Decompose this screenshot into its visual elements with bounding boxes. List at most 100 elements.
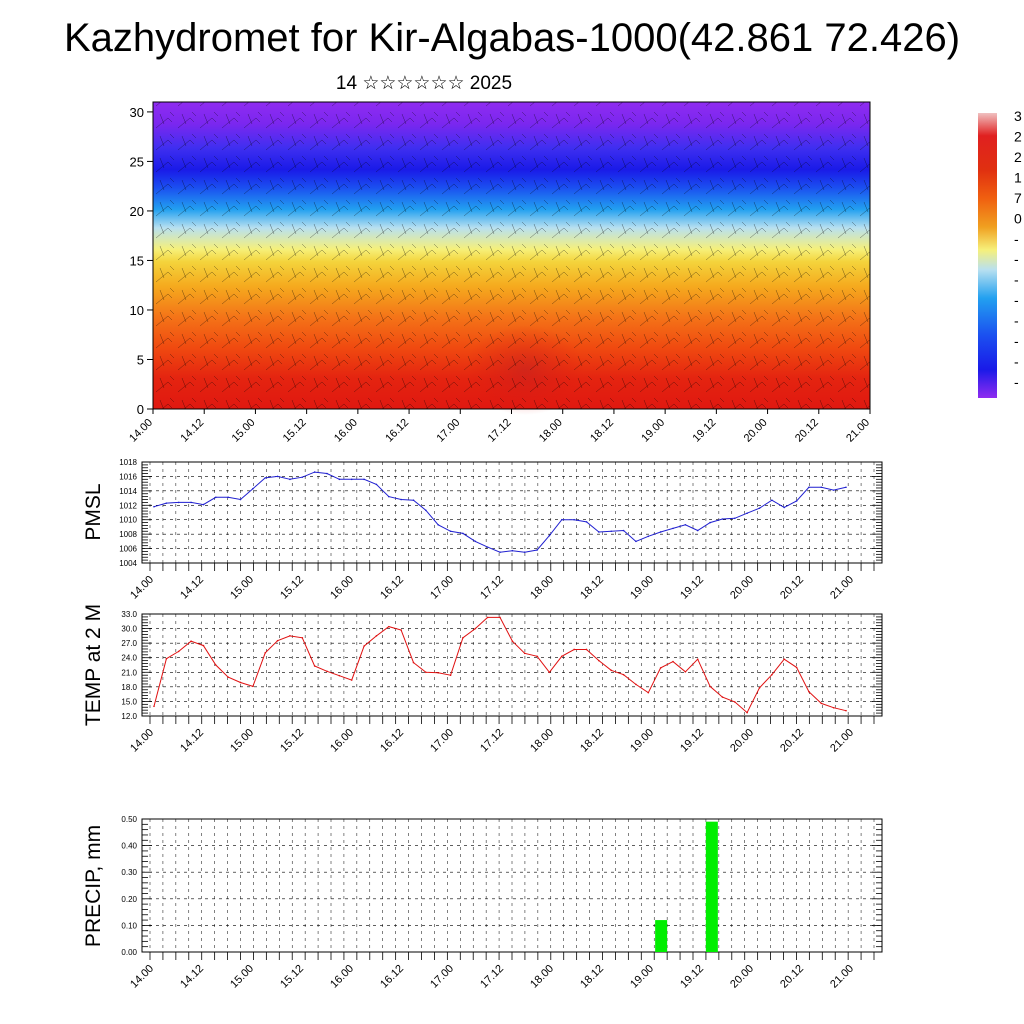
data-point: [808, 690, 810, 693]
data-point: [511, 549, 514, 552]
data-point: [721, 696, 724, 698]
data-point: [746, 711, 748, 714]
data-point: [363, 478, 365, 481]
data-point: [289, 478, 291, 481]
data-point: [264, 477, 267, 479]
panel-xtick-label: 16.12: [378, 963, 406, 991]
panel-ytick-label: 1018: [119, 458, 137, 467]
data-point: [536, 549, 538, 551]
heatmap-x-axis: 14.00 14.12 15.00 15.12 16.00 16.12 17.00 17.12…: [127, 409, 872, 445]
panel-ytick-label: 0.00: [121, 948, 137, 957]
panel-ytick-label: 1006: [119, 545, 137, 554]
panel-ytick-label: 0.20: [121, 895, 137, 904]
data-point: [338, 478, 341, 481]
data-point: [301, 476, 304, 478]
data-point: [177, 501, 180, 504]
data-point: [375, 635, 378, 637]
panel-ytick-label: 24.0: [121, 654, 137, 663]
colorbar-label: -: [1014, 272, 1019, 288]
panel-xtick-label: 20.12: [778, 963, 806, 991]
data-point: [598, 531, 600, 533]
data-point: [375, 483, 378, 486]
panel-xtick-label: 20.12: [778, 727, 806, 755]
heatmap-ytick-label: 25: [130, 154, 144, 169]
colorbar-label: 0: [1014, 210, 1022, 226]
data-point: [499, 551, 501, 553]
data-point: [227, 676, 229, 678]
panel-xtick-label: 14.12: [178, 727, 206, 755]
colorbar-label: -: [1014, 313, 1019, 329]
data-point: [832, 489, 835, 491]
heatmap-xtick-label: 16.00: [332, 417, 360, 445]
panel-xtick-label: 20.12: [778, 574, 806, 602]
data-point: [190, 501, 192, 504]
panel-xtick-label: 21.00: [828, 727, 856, 755]
panel-ytick-label: 1016: [119, 472, 137, 481]
data-point: [622, 673, 625, 676]
colorbar-label: 1: [1014, 169, 1022, 185]
data-point: [474, 627, 477, 630]
data-point: [610, 669, 613, 672]
data-point: [474, 540, 477, 543]
heatmap-xtick-label: 14.12: [178, 417, 206, 445]
data-point: [350, 478, 353, 481]
data-point: [313, 665, 316, 667]
data-point: [573, 648, 575, 651]
data-point: [449, 530, 452, 533]
data-point: [462, 532, 464, 535]
data-point: [758, 507, 761, 509]
temp-ylabel: TEMP at 2 M: [82, 604, 105, 726]
data-point: [425, 509, 427, 512]
data-point: [659, 667, 662, 669]
data-point: [400, 498, 402, 501]
colorbar-label: 3: [1014, 108, 1022, 124]
series-line: [153, 471, 847, 553]
data-point: [214, 664, 217, 666]
panel-ytick-label: 12.0: [121, 712, 137, 721]
panel-xtick-label: 14.00: [128, 963, 156, 991]
panel-xtick-label: 19.12: [678, 727, 706, 755]
data-point: [672, 527, 674, 530]
panel-xtick-label: 17.00: [428, 727, 456, 755]
data-point: [437, 671, 440, 674]
data-point: [845, 486, 847, 489]
heatmap-xtick-label: 15.12: [281, 417, 309, 445]
pmsl-chart: PMSL 1004 1006 1008 1010 1012 1014 1016 1018 14.…: [82, 458, 883, 602]
colorbar-label: 2: [1014, 128, 1022, 144]
panel-xtick-label: 17.00: [428, 963, 456, 991]
data-point: [523, 551, 526, 553]
panel-xtick-label: 18.00: [528, 727, 556, 755]
heatmap-y-axis: 0 5 10 15 20 25 30: [130, 105, 153, 417]
data-point: [585, 648, 588, 651]
data-point: [832, 706, 835, 709]
data-point: [808, 486, 810, 489]
heatmap-ytick-label: 30: [130, 105, 144, 120]
data-point: [659, 531, 662, 533]
panel-xtick-label: 15.12: [278, 727, 306, 755]
panel-xtick-label: 20.00: [728, 963, 756, 991]
data-point: [239, 681, 242, 684]
data-point: [771, 499, 773, 502]
colorbar-label: -: [1014, 251, 1019, 267]
data-point: [746, 512, 748, 515]
data-point: [548, 534, 551, 537]
data-point: [758, 687, 761, 689]
panel-ytick-label: 0.30: [121, 868, 137, 877]
heatmap-ytick-label: 15: [130, 253, 144, 268]
panel-ytick-label: 0.50: [121, 815, 137, 824]
panel-xtick-label: 18.12: [578, 727, 606, 755]
data-point: [462, 637, 464, 639]
data-point: [622, 529, 625, 532]
data-point: [276, 639, 279, 642]
heatmap-xtick-label: 18.12: [588, 417, 616, 445]
panel-ytick-label: 1014: [119, 487, 137, 496]
data-point: [709, 685, 711, 688]
panel-ytick-label: 18.0: [121, 683, 137, 692]
data-point: [165, 657, 168, 660]
data-point: [437, 523, 440, 526]
data-point: [647, 535, 650, 538]
panel-xtick-label: 20.00: [728, 727, 756, 755]
data-point: [721, 518, 724, 520]
data-point: [795, 500, 798, 502]
